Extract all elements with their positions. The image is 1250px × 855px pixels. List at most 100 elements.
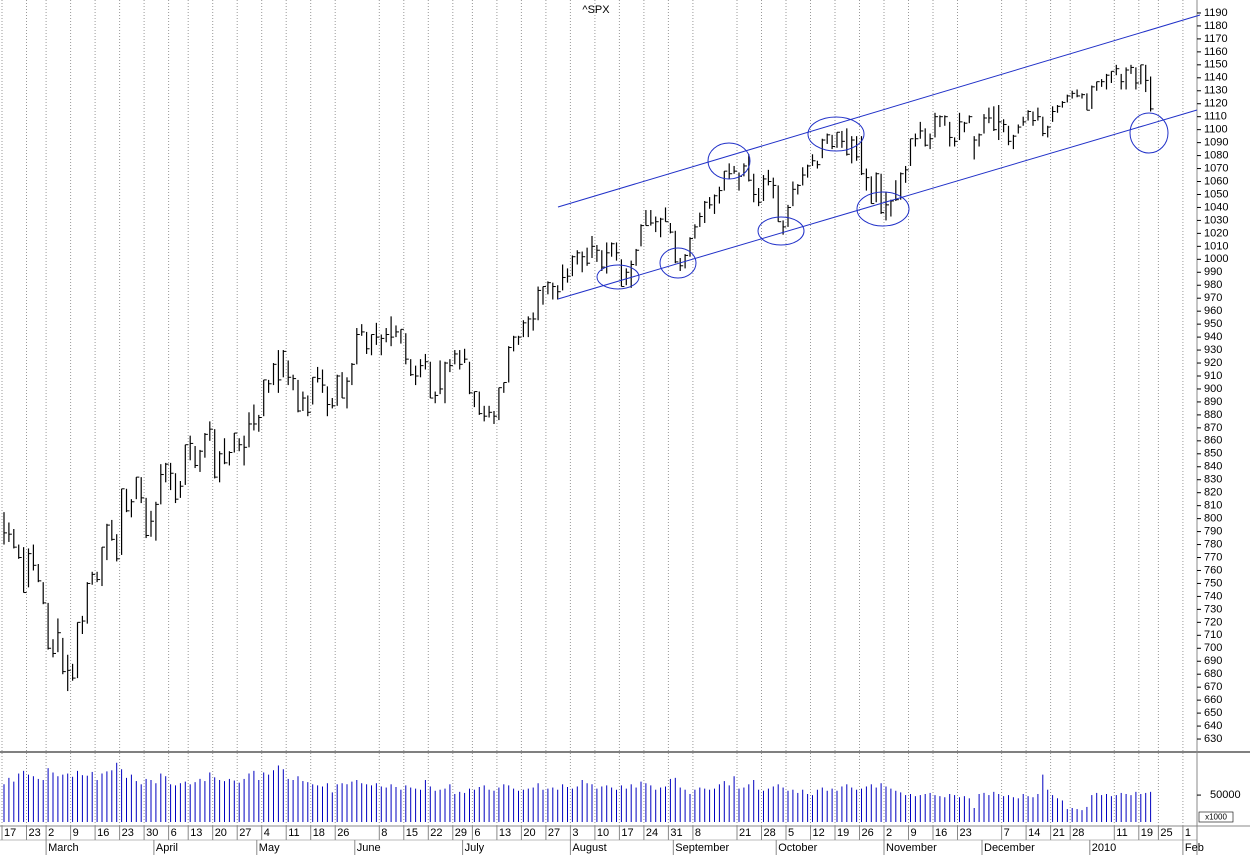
month-label: April: [156, 842, 178, 854]
y-tick-label: 630: [1204, 733, 1222, 745]
x-tick-label: 27: [548, 827, 560, 839]
y-tick-label: 710: [1204, 629, 1222, 641]
y-tick-label: 980: [1204, 279, 1222, 291]
y-tick-label: 1040: [1204, 201, 1228, 213]
y-tick-label: 900: [1204, 383, 1222, 395]
x-tick-label: 15: [406, 827, 418, 839]
x-tick-label: 17: [4, 827, 16, 839]
x-tick-label: 29: [455, 827, 467, 839]
y-tick-label: 1130: [1204, 85, 1228, 97]
x-tick-label: 30: [146, 827, 158, 839]
channel-upper: [557, 14, 1201, 208]
y-tick-label: 780: [1204, 538, 1222, 550]
x-tick-label: 24: [646, 827, 658, 839]
x-tick-label: 9: [911, 827, 917, 839]
x-tick-label: 8: [381, 827, 387, 839]
x-tick-label: 11: [1116, 827, 1127, 839]
y-tick-label: 850: [1204, 448, 1222, 460]
y-tick-label: 880: [1204, 409, 1222, 421]
x-tick-label: 6: [474, 827, 480, 839]
month-label: 2010: [1092, 842, 1116, 854]
x-tick-label: 16: [935, 827, 947, 839]
y-tick-label: 1110: [1204, 111, 1227, 123]
volume-tick-label: 50000: [1210, 789, 1241, 801]
circle: [856, 191, 910, 227]
y-tick-label: 1140: [1204, 72, 1228, 84]
y-tick-label: 770: [1204, 551, 1222, 563]
x-tick-label: 25: [1160, 827, 1172, 839]
y-tick-label: 1100: [1204, 124, 1228, 136]
x-tick-label: 3: [572, 827, 578, 839]
y-tick-label: 750: [1204, 577, 1222, 589]
x-tick-label: 31: [670, 827, 682, 839]
x-tick-label: 26: [337, 827, 349, 839]
circle: [659, 247, 697, 279]
y-tick-label: 990: [1204, 266, 1222, 278]
x-tick-label: 27: [239, 827, 251, 839]
y-tick-label: 1080: [1204, 149, 1228, 161]
month-label: July: [465, 842, 485, 854]
y-tick-label: 970: [1204, 292, 1222, 304]
y-tick-label: 1190: [1204, 7, 1228, 19]
month-label: September: [675, 842, 729, 854]
y-tick-label: 960: [1204, 305, 1222, 317]
y-tick-label: 790: [1204, 525, 1222, 537]
x-tick-label: 10: [597, 827, 609, 839]
x-tick-label: 6: [171, 827, 177, 839]
x-tick-label: 14: [1028, 827, 1040, 839]
y-tick-label: 890: [1204, 396, 1222, 408]
x-tick-label: 23: [29, 827, 41, 839]
y-tick-label: 1150: [1204, 59, 1228, 71]
y-tick-label: 870: [1204, 422, 1222, 434]
circle: [707, 142, 751, 180]
y-tick-label: 1060: [1204, 175, 1228, 187]
y-tick-label: 1090: [1204, 137, 1228, 149]
month-label: November: [886, 842, 937, 854]
x-tick-label: 22: [430, 827, 442, 839]
y-tick-label: 1180: [1204, 20, 1228, 32]
x-tick-label: 5: [788, 827, 794, 839]
x-tick-label: 23: [960, 827, 972, 839]
chart-title: ^SPX: [582, 4, 610, 16]
y-tick-label: 1010: [1204, 240, 1228, 252]
circle: [596, 264, 640, 290]
y-tick-label: 640: [1204, 720, 1222, 732]
y-tick-label: 910: [1204, 370, 1222, 382]
y-tick-label: 1170: [1204, 33, 1228, 45]
y-tick-label: 820: [1204, 487, 1222, 499]
month-label: May: [259, 842, 280, 854]
x-tick-label: 26: [862, 827, 874, 839]
y-tick-label: 860: [1204, 435, 1222, 447]
unit-box: [1198, 811, 1234, 823]
y-tick-label: 1030: [1204, 214, 1228, 226]
channel-lower: [557, 109, 1198, 300]
y-tick-label: 810: [1204, 500, 1222, 512]
x-tick-label: 13: [190, 827, 202, 839]
x-tick-label: 7: [1004, 827, 1010, 839]
x-tick-label: 21: [739, 827, 751, 839]
month-label: Feb: [1185, 842, 1204, 854]
x-tick-label: 23: [122, 827, 134, 839]
x-tick-label: 2: [48, 827, 54, 839]
x-tick-label: 19: [1141, 827, 1153, 839]
y-tick-label: 670: [1204, 681, 1222, 693]
y-tick-label: 1070: [1204, 162, 1228, 174]
volume-unit-label: x1000: [1205, 813, 1227, 822]
y-tick-label: 1160: [1204, 46, 1228, 58]
y-tick-label: 1050: [1204, 188, 1228, 200]
y-tick-label: 760: [1204, 564, 1222, 576]
y-tick-label: 700: [1204, 642, 1222, 654]
x-tick-label: 1: [1185, 827, 1191, 839]
y-tick-label: 720: [1204, 616, 1222, 628]
x-tick-label: 28: [764, 827, 776, 839]
y-tick-label: 840: [1204, 461, 1222, 473]
y-tick-label: 1020: [1204, 227, 1228, 239]
x-tick-label: 4: [264, 827, 270, 839]
y-tick-label: 660: [1204, 694, 1222, 706]
circle: [807, 116, 865, 152]
x-tick-label: 2: [886, 827, 892, 839]
x-tick-label: 16: [97, 827, 109, 839]
